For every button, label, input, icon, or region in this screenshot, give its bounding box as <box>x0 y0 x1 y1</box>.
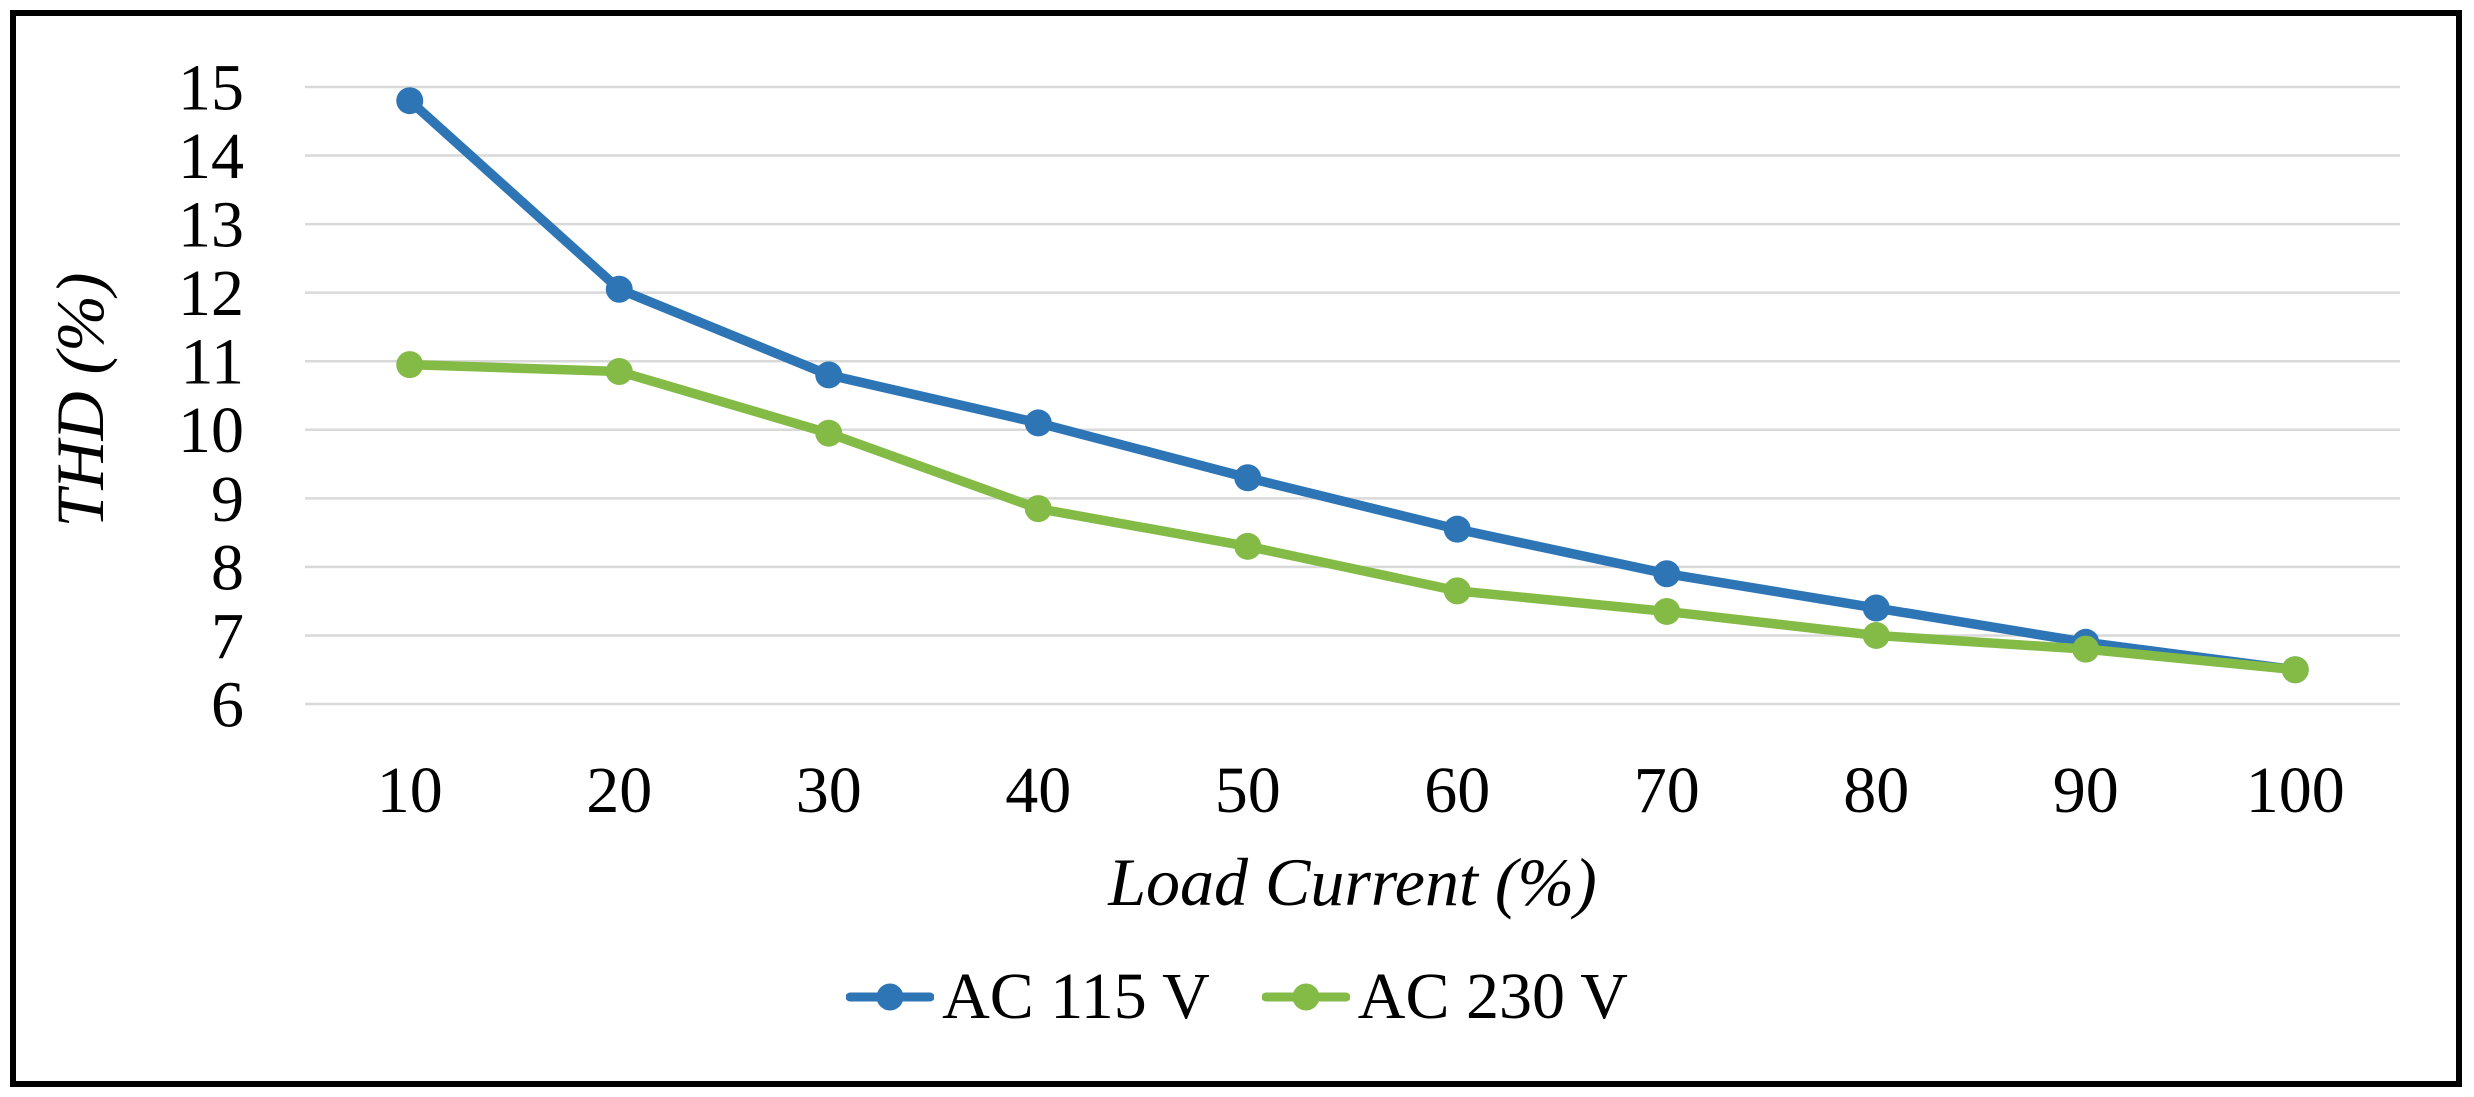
x-tick-label-70: 70 <box>1634 754 1700 827</box>
series-line-ac-115-v <box>405 95 2300 675</box>
data-point-ac-230-v-x70 <box>1653 597 1681 625</box>
legend-label-ac-115v: AC 115 V <box>942 960 1210 1033</box>
data-point-ac-230-v-x90 <box>2072 635 2100 663</box>
legend: AC 115 V AC 230 V <box>0 955 2474 1039</box>
data-point-ac-115-v-x20 <box>605 275 633 303</box>
legend-item-ac-115v: AC 115 V <box>846 959 1210 1035</box>
data-point-ac-230-v-x80 <box>1862 621 1890 649</box>
data-point-ac-230-v-x20 <box>605 358 633 386</box>
x-tick-label-10: 10 <box>377 754 443 827</box>
data-point-ac-115-v-x70 <box>1653 560 1681 588</box>
data-point-ac-115-v-x80 <box>1862 594 1890 622</box>
y-tick-label-8: 8 <box>211 531 244 604</box>
x-tick-label-60: 60 <box>1424 754 1490 827</box>
y-tick-label-7: 7 <box>211 600 244 673</box>
legend-marker-ac-230v-icon <box>1261 983 1350 1011</box>
y-axis-title: THD (%) <box>42 272 118 528</box>
data-point-ac-230-v-x60 <box>1443 577 1471 605</box>
legend-label-ac-230v: AC 230 V <box>1357 960 1628 1033</box>
series-line-ac-230-v <box>405 359 2300 675</box>
y-tick-label-9: 9 <box>211 463 244 536</box>
x-tick-label-90: 90 <box>2053 754 2119 827</box>
x-axis-title: Load Current (%) <box>1108 844 1597 920</box>
x-tick-label-100: 100 <box>2246 754 2345 827</box>
data-point-ac-230-v-x100 <box>2281 656 2309 684</box>
y-tick-label-6: 6 <box>211 668 244 741</box>
data-point-ac-115-v-x50 <box>1234 464 1262 492</box>
x-tick-label-80: 80 <box>1843 754 1909 827</box>
data-point-ac-115-v-x40 <box>1024 409 1052 437</box>
x-tick-label-40: 40 <box>1005 754 1071 827</box>
data-point-ac-115-v-x60 <box>1443 515 1471 543</box>
y-tick-label-10: 10 <box>178 394 244 467</box>
y-tick-label-12: 12 <box>178 257 244 330</box>
x-tick-label-50: 50 <box>1215 754 1281 827</box>
y-tick-label-13: 13 <box>178 189 244 262</box>
data-point-ac-230-v-x50 <box>1234 532 1262 560</box>
y-tick-label-11: 11 <box>180 326 244 399</box>
x-tick-label-20: 20 <box>586 754 652 827</box>
x-tick-label-30: 30 <box>796 754 862 827</box>
data-point-ac-115-v-x30 <box>815 361 843 389</box>
data-point-ac-230-v-x30 <box>815 419 843 447</box>
legend-item-ac-230v: AC 230 V <box>1261 959 1628 1035</box>
y-tick-label-14: 14 <box>178 120 244 193</box>
data-point-ac-115-v-x10 <box>396 87 424 115</box>
data-point-ac-230-v-x10 <box>396 351 424 379</box>
data-point-ac-230-v-x40 <box>1024 495 1052 523</box>
legend-marker-ac-115v-icon <box>846 983 935 1011</box>
y-tick-label-15: 15 <box>178 51 244 124</box>
